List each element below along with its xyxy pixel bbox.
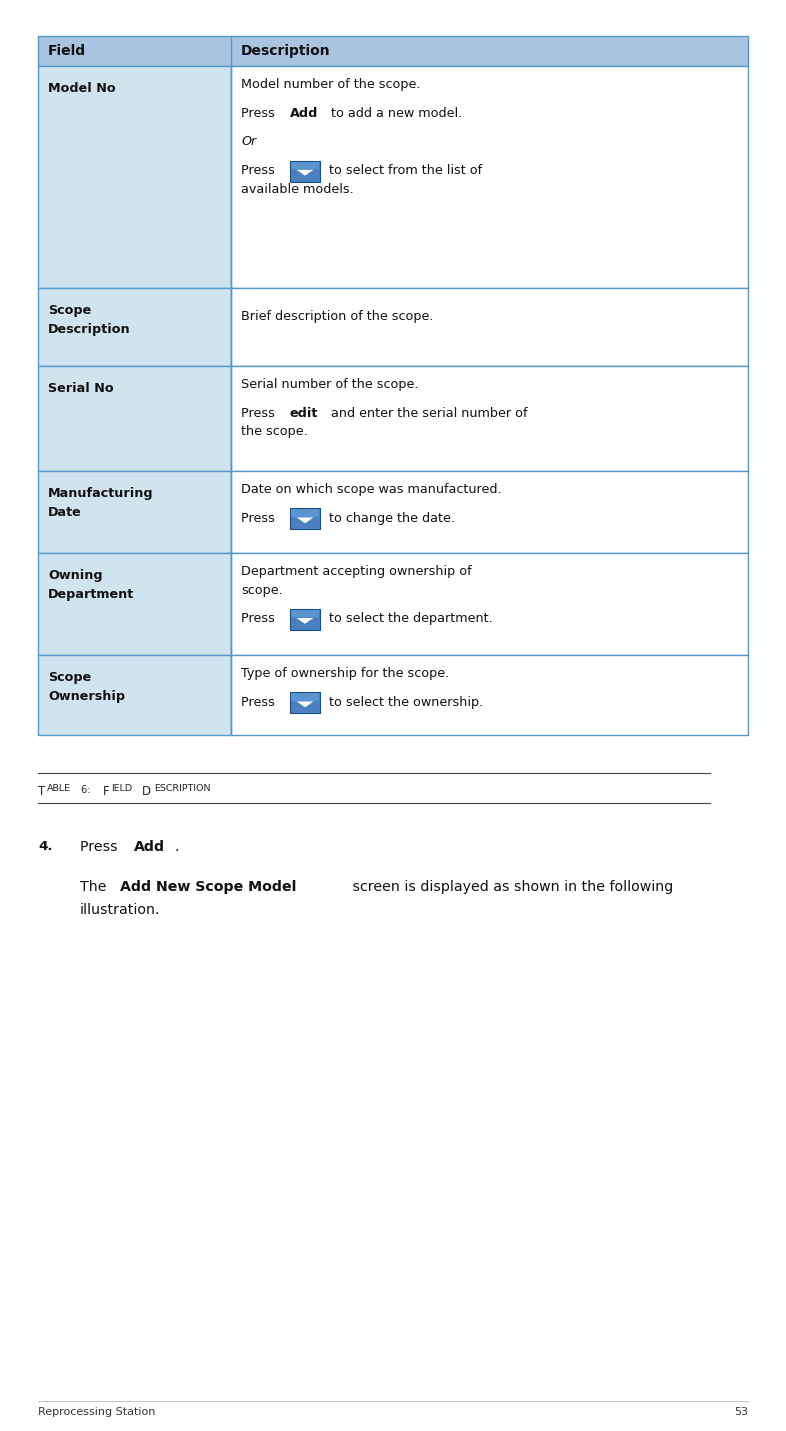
Text: to select from the list of: to select from the list of xyxy=(325,165,482,177)
Text: 53: 53 xyxy=(734,1407,748,1417)
FancyBboxPatch shape xyxy=(38,552,231,655)
Text: Description: Description xyxy=(48,322,130,335)
Text: Or: Or xyxy=(241,136,256,149)
Text: Press: Press xyxy=(241,165,279,177)
Text: 6:: 6: xyxy=(79,786,97,796)
FancyBboxPatch shape xyxy=(290,508,320,529)
FancyBboxPatch shape xyxy=(231,471,748,552)
FancyBboxPatch shape xyxy=(38,471,231,552)
Text: ABLE: ABLE xyxy=(47,784,72,793)
Text: to select the ownership.: to select the ownership. xyxy=(325,695,483,708)
Text: Date: Date xyxy=(48,505,82,518)
Text: 4.: 4. xyxy=(38,840,53,853)
Text: available models.: available models. xyxy=(241,183,354,196)
Text: Press: Press xyxy=(241,695,279,708)
Text: Add: Add xyxy=(134,840,166,854)
Text: Scope: Scope xyxy=(48,303,91,318)
Text: Press: Press xyxy=(241,512,279,525)
Text: Brief description of the scope.: Brief description of the scope. xyxy=(241,311,434,323)
Text: Model number of the scope.: Model number of the scope. xyxy=(241,79,421,92)
Text: Add New Scope Model: Add New Scope Model xyxy=(120,880,296,894)
Text: to change the date.: to change the date. xyxy=(325,512,455,525)
Text: Manufacturing: Manufacturing xyxy=(48,487,153,499)
FancyBboxPatch shape xyxy=(291,610,319,617)
Polygon shape xyxy=(296,518,314,524)
FancyBboxPatch shape xyxy=(291,693,319,701)
Polygon shape xyxy=(296,618,314,624)
Text: Department accepting ownership of: Department accepting ownership of xyxy=(241,565,472,578)
Text: Press: Press xyxy=(241,107,279,120)
Text: Ownership: Ownership xyxy=(48,690,125,703)
Text: T: T xyxy=(38,786,46,798)
Text: Type of ownership for the scope.: Type of ownership for the scope. xyxy=(241,667,450,680)
Text: F: F xyxy=(102,786,109,798)
Text: The: The xyxy=(80,880,111,894)
FancyBboxPatch shape xyxy=(231,366,748,471)
Text: ESCRIPTION: ESCRIPTION xyxy=(154,784,211,793)
Text: IELD: IELD xyxy=(111,784,132,793)
FancyBboxPatch shape xyxy=(38,655,231,736)
FancyBboxPatch shape xyxy=(231,288,748,366)
Text: Description: Description xyxy=(241,44,331,59)
Text: Scope: Scope xyxy=(48,671,91,684)
Text: Department: Department xyxy=(48,588,134,601)
Polygon shape xyxy=(296,170,314,176)
FancyBboxPatch shape xyxy=(290,608,320,630)
Text: Serial number of the scope.: Serial number of the scope. xyxy=(241,378,419,391)
Text: edit: edit xyxy=(290,406,318,419)
Text: Reprocessing Station: Reprocessing Station xyxy=(38,1407,156,1417)
FancyBboxPatch shape xyxy=(231,66,748,288)
Polygon shape xyxy=(296,701,314,707)
FancyBboxPatch shape xyxy=(38,288,231,366)
Text: Serial No: Serial No xyxy=(48,382,114,395)
Text: to add a new model.: to add a new model. xyxy=(327,107,462,120)
FancyBboxPatch shape xyxy=(291,162,319,169)
Text: screen is displayed as shown in the following: screen is displayed as shown in the foll… xyxy=(347,880,673,894)
Text: Date on which scope was manufactured.: Date on which scope was manufactured. xyxy=(241,484,501,497)
Text: Press: Press xyxy=(241,406,279,419)
Text: Press: Press xyxy=(241,612,279,625)
Text: Add: Add xyxy=(290,107,318,120)
Text: Model No: Model No xyxy=(48,82,116,94)
Text: D: D xyxy=(142,786,152,798)
FancyBboxPatch shape xyxy=(291,509,319,517)
Text: .: . xyxy=(174,840,179,854)
Text: the scope.: the scope. xyxy=(241,425,308,438)
Text: Field: Field xyxy=(48,44,86,59)
FancyBboxPatch shape xyxy=(290,693,320,713)
FancyBboxPatch shape xyxy=(290,160,320,182)
Text: Owning: Owning xyxy=(48,570,103,582)
Text: scope.: scope. xyxy=(241,584,283,597)
FancyBboxPatch shape xyxy=(38,36,748,66)
Text: illustration.: illustration. xyxy=(80,903,160,917)
Text: to select the department.: to select the department. xyxy=(325,612,493,625)
FancyBboxPatch shape xyxy=(231,655,748,736)
FancyBboxPatch shape xyxy=(38,66,231,288)
FancyBboxPatch shape xyxy=(231,552,748,655)
Text: and enter the serial number of: and enter the serial number of xyxy=(327,406,527,419)
FancyBboxPatch shape xyxy=(38,366,231,471)
Text: Press: Press xyxy=(80,840,122,854)
